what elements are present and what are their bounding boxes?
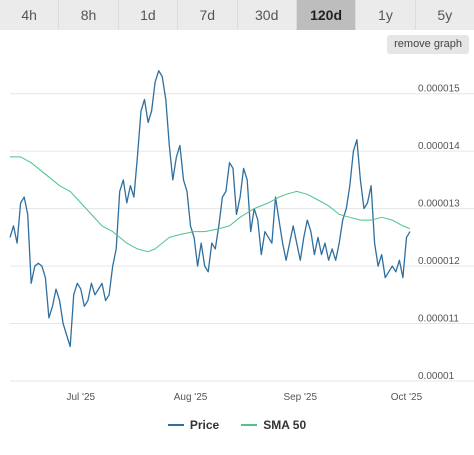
chart-legend: Price SMA 50 xyxy=(0,418,474,432)
x-axis-labels: Jul '25 Aug '25 Sep '25 Oct '25 xyxy=(66,392,422,403)
tab-1d[interactable]: 1d xyxy=(118,0,179,30)
timeframe-tabs: 4h 8h 1d 7d 30d 120d 1y 5y xyxy=(0,0,474,30)
tab-8h[interactable]: 8h xyxy=(59,0,119,30)
price-chart: 0.000015 0.000014 0.000013 0.000012 0.000011… xyxy=(9,70,474,403)
x-tick-label: Sep '25 xyxy=(283,392,317,403)
y-tick-label: 0.000011 xyxy=(418,314,459,325)
legend-label-sma50: SMA 50 xyxy=(263,418,307,432)
y-tick-label: 0.000015 xyxy=(418,84,460,95)
legend-item-price[interactable]: Price xyxy=(167,418,220,432)
tab-7d[interactable]: 7d xyxy=(178,0,238,30)
grid-lines xyxy=(10,93,474,382)
x-tick-label: Jul '25 xyxy=(66,392,95,403)
tab-1y[interactable]: 1y xyxy=(356,0,416,30)
y-tick-label: 0.00001 xyxy=(418,371,455,382)
tab-30d[interactable]: 30d xyxy=(237,0,297,30)
sma50-line xyxy=(10,156,411,253)
y-tick-label: 0.000012 xyxy=(418,256,460,267)
series-lines xyxy=(9,70,411,348)
remove-graph-button[interactable]: remove graph xyxy=(387,35,469,54)
y-tick-label: 0.000013 xyxy=(418,199,460,210)
y-axis-labels: 0.000015 0.000014 0.000013 0.000012 0.000011… xyxy=(418,84,460,382)
x-tick-label: Oct '25 xyxy=(391,392,423,403)
x-tick-label: Aug '25 xyxy=(174,392,208,403)
legend-item-sma50[interactable]: SMA 50 xyxy=(241,418,306,432)
legend-swatch-sma50 xyxy=(241,424,258,426)
price-line xyxy=(9,70,411,348)
legend-label-price: Price xyxy=(189,418,220,432)
tab-4h[interactable]: 4h xyxy=(0,0,60,30)
y-tick-label: 0.000014 xyxy=(418,141,460,152)
legend-swatch-price xyxy=(167,424,184,426)
tab-120d[interactable]: 120d xyxy=(296,0,357,30)
tab-5y[interactable]: 5y xyxy=(415,0,474,30)
